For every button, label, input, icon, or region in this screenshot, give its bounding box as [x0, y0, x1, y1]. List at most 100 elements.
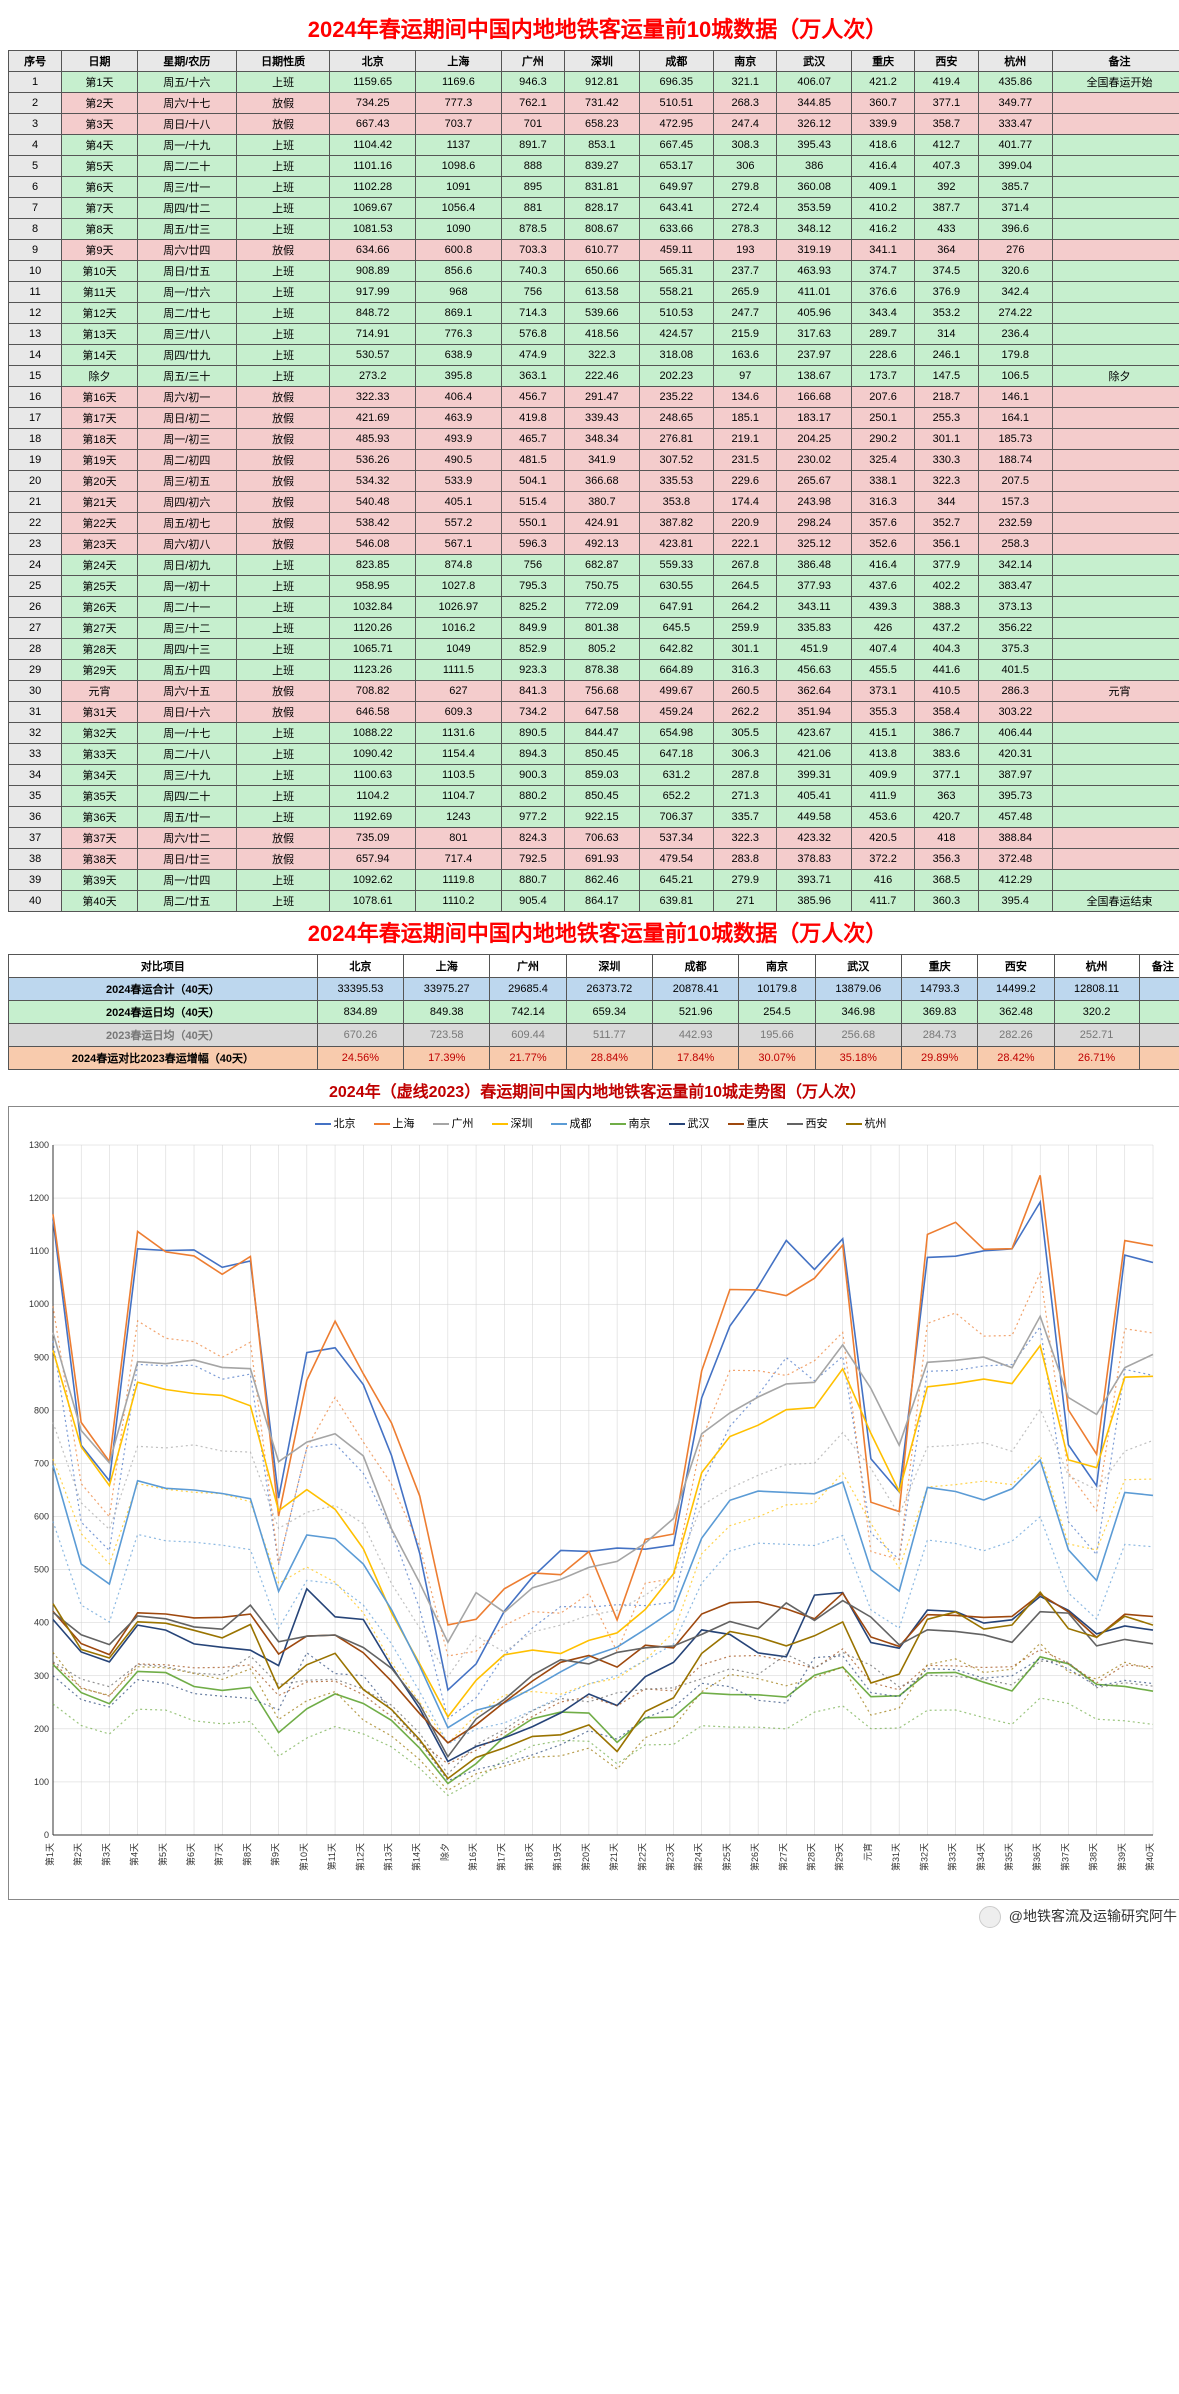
cell: 421.06 [777, 744, 852, 765]
cell: 968 [416, 282, 502, 303]
svg-text:200: 200 [34, 1724, 49, 1734]
cell: 849.9 [501, 618, 564, 639]
cell: 283.8 [714, 849, 777, 870]
cell: 17 [9, 408, 62, 429]
cell [1053, 597, 1179, 618]
svg-text:第27天: 第27天 [777, 1843, 788, 1871]
cell: 895 [501, 177, 564, 198]
cell: 上班 [236, 72, 329, 93]
cell [1053, 387, 1179, 408]
cell: 504.1 [501, 471, 564, 492]
cell: 周六/初八 [137, 534, 236, 555]
table-row: 14第14天周四/廿九上班530.57638.9474.9322.3318.08… [9, 345, 1179, 366]
table-row: 40第40天周二/廿五上班1078.611110.2905.4864.17639… [9, 891, 1179, 912]
column-header: 北京 [330, 51, 416, 72]
svg-text:400: 400 [34, 1618, 49, 1628]
cell: 558.21 [639, 282, 714, 303]
cell: 420.31 [978, 744, 1053, 765]
cell [1053, 786, 1179, 807]
column-header: 广州 [501, 51, 564, 72]
svg-text:第11天: 第11天 [326, 1843, 337, 1870]
cell [1053, 744, 1179, 765]
cell: 237.97 [777, 345, 852, 366]
cell: 周六/十五 [137, 681, 236, 702]
cell: 853.1 [565, 135, 640, 156]
cell: 38 [9, 849, 62, 870]
cell: 上班 [236, 219, 329, 240]
cell: 173.7 [851, 366, 914, 387]
row-label: 2024春运日均（40天） [9, 1001, 318, 1024]
cell: 633.66 [639, 219, 714, 240]
cell: 29685.4 [490, 978, 566, 1001]
row-label: 2023春运日均（40天） [9, 1024, 318, 1047]
table-row: 16第16天周六/初一放假322.33406.4456.7291.47235.2… [9, 387, 1179, 408]
cell [1139, 1024, 1179, 1047]
cell: 11 [9, 282, 62, 303]
svg-text:第2天: 第2天 [72, 1843, 83, 1866]
cell: 395.43 [777, 135, 852, 156]
legend-swatch [492, 1123, 508, 1125]
svg-text:第23天: 第23天 [665, 1843, 676, 1871]
svg-text:700: 700 [34, 1458, 49, 1468]
cell: 164.1 [978, 408, 1053, 429]
cell: 610.77 [565, 240, 640, 261]
cell: 701 [501, 114, 564, 135]
cell [1053, 639, 1179, 660]
cell [1053, 93, 1179, 114]
cell: 第34天 [62, 765, 138, 786]
cell: 第37天 [62, 828, 138, 849]
cell: 周四/十三 [137, 639, 236, 660]
legend-item: 南京 [604, 1118, 651, 1130]
column-header: 备注 [1053, 51, 1179, 72]
svg-text:第24天: 第24天 [693, 1843, 704, 1871]
cell: 380.7 [565, 492, 640, 513]
cell: 放假 [236, 828, 329, 849]
cell: 188.74 [978, 450, 1053, 471]
cell: 周四/廿二 [137, 198, 236, 219]
svg-text:300: 300 [34, 1671, 49, 1681]
table-row: 13第13天周三/廿八上班714.91776.3576.8418.56424.5… [9, 324, 1179, 345]
cell: 395.73 [978, 786, 1053, 807]
cell: 215.9 [714, 324, 777, 345]
cell: 271.3 [714, 786, 777, 807]
legend-swatch [610, 1123, 626, 1125]
cell: 609.44 [490, 1024, 566, 1047]
cell: 653.17 [639, 156, 714, 177]
legend-swatch [787, 1123, 803, 1125]
cell: 776.3 [416, 324, 502, 345]
cell: 399.04 [978, 156, 1053, 177]
cell [1053, 156, 1179, 177]
cell: 630.55 [639, 576, 714, 597]
cell [1139, 1047, 1179, 1070]
cell: 319.19 [777, 240, 852, 261]
cell: 377.1 [915, 765, 978, 786]
cell: 355.3 [851, 702, 914, 723]
legend-item: 广州 [427, 1118, 474, 1130]
table-row: 37第37天周六/廿二放假735.09801824.3706.63537.343… [9, 828, 1179, 849]
cell: 795.3 [501, 576, 564, 597]
cell: 792.5 [501, 849, 564, 870]
cell [1053, 702, 1179, 723]
cell: 3 [9, 114, 62, 135]
cell: 634.66 [330, 240, 416, 261]
cell: 14793.3 [901, 978, 977, 1001]
cell: 905.4 [501, 891, 564, 912]
cell: 上班 [236, 576, 329, 597]
cell: 734.25 [330, 93, 416, 114]
svg-text:100: 100 [34, 1777, 49, 1787]
cell: 上班 [236, 135, 329, 156]
cell: 387.97 [978, 765, 1053, 786]
cell: 247.7 [714, 303, 777, 324]
cell: 395.8 [416, 366, 502, 387]
cell: 352.6 [851, 534, 914, 555]
column-header: 西安 [978, 955, 1054, 978]
cell: 642.82 [639, 639, 714, 660]
cell: 650.66 [565, 261, 640, 282]
column-header: 日期性质 [236, 51, 329, 72]
cell: 333.47 [978, 114, 1053, 135]
column-header: 广州 [490, 955, 566, 978]
cell: 放假 [236, 114, 329, 135]
cell: 339.43 [565, 408, 640, 429]
cell: 410.5 [915, 681, 978, 702]
cell: 272.4 [714, 198, 777, 219]
